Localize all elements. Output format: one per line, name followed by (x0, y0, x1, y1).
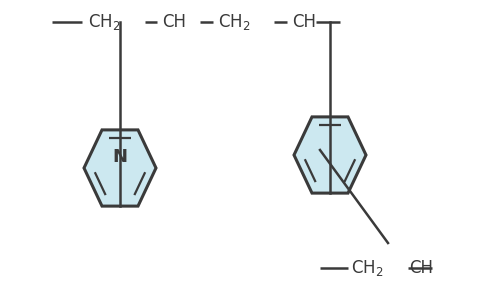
Polygon shape (84, 130, 156, 206)
Text: CH$_{2}$: CH$_{2}$ (218, 12, 251, 32)
Text: CH: CH (409, 259, 433, 277)
Text: CH$_{2}$: CH$_{2}$ (88, 12, 120, 32)
Polygon shape (294, 117, 366, 193)
Text: CH: CH (292, 13, 316, 31)
Text: CH$_{2}$: CH$_{2}$ (351, 258, 384, 278)
Text: N: N (112, 148, 128, 166)
Text: CH: CH (162, 13, 186, 31)
